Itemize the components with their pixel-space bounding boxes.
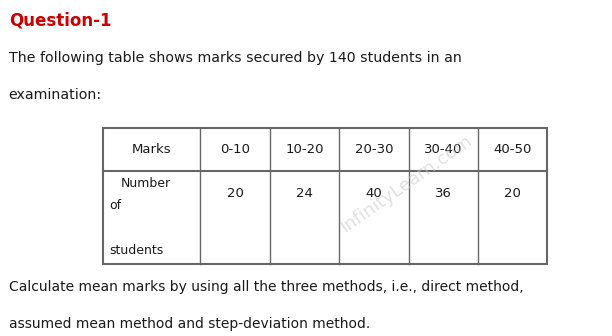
- Text: 0-10: 0-10: [220, 143, 250, 156]
- Text: InfinityLearn.com: InfinityLearn.com: [337, 132, 476, 236]
- Text: assumed mean method and step-deviation method.: assumed mean method and step-deviation m…: [9, 317, 370, 331]
- Text: 40-50: 40-50: [493, 143, 532, 156]
- Text: 24: 24: [296, 187, 313, 200]
- Text: students: students: [110, 244, 163, 257]
- Bar: [103, 128, 547, 264]
- Text: 10-20: 10-20: [285, 143, 324, 156]
- Text: 20-30: 20-30: [354, 143, 393, 156]
- Text: Number: Number: [121, 177, 171, 191]
- Text: 20: 20: [504, 187, 521, 200]
- Text: 40: 40: [365, 187, 382, 200]
- Text: 30-40: 30-40: [424, 143, 463, 156]
- Text: Marks: Marks: [132, 143, 171, 156]
- Text: The following table shows marks secured by 140 students in an: The following table shows marks secured …: [9, 51, 461, 65]
- Text: of: of: [110, 199, 122, 212]
- Text: examination:: examination:: [9, 88, 102, 102]
- Text: 20: 20: [226, 187, 244, 200]
- Text: 36: 36: [435, 187, 452, 200]
- Text: Calculate mean marks by using all the three methods, i.e., direct method,: Calculate mean marks by using all the th…: [9, 281, 523, 294]
- Text: Question-1: Question-1: [9, 11, 111, 29]
